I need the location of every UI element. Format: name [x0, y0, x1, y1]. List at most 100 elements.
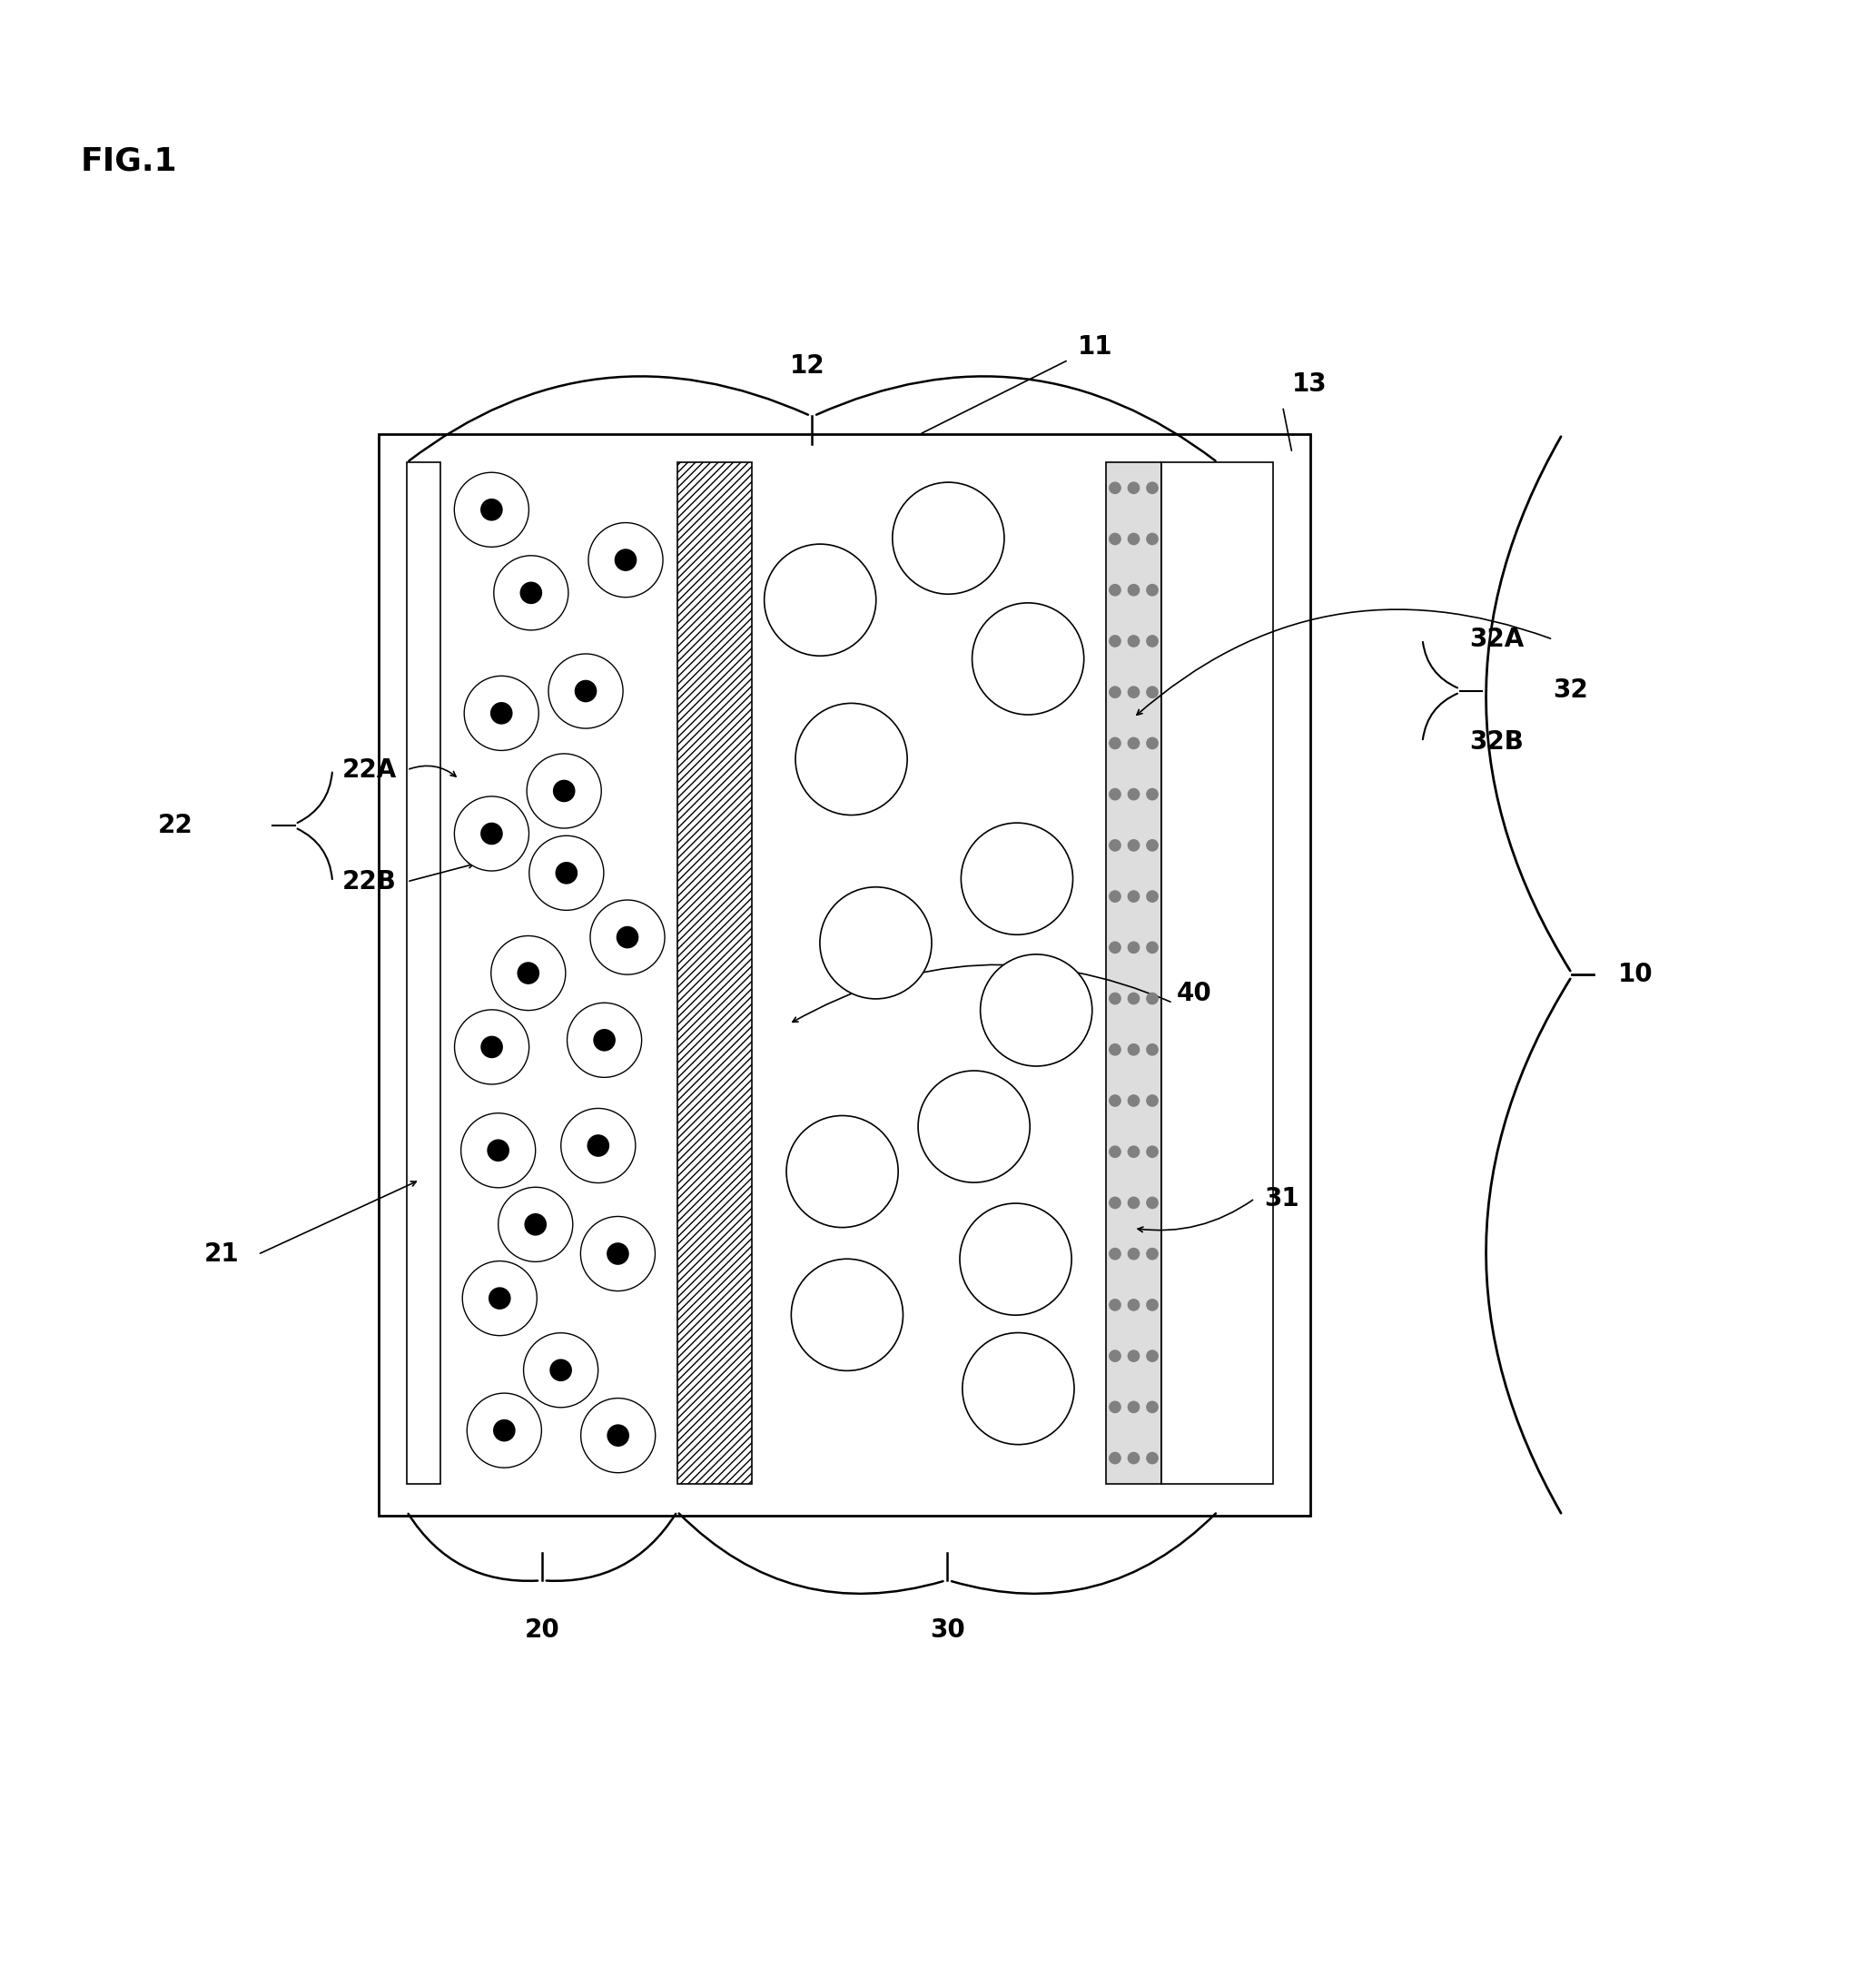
Circle shape [1109, 483, 1120, 493]
Circle shape [1109, 942, 1120, 954]
Circle shape [1109, 890, 1120, 902]
Circle shape [1109, 584, 1120, 596]
Circle shape [1146, 1248, 1157, 1260]
Circle shape [480, 499, 503, 521]
Circle shape [488, 1139, 510, 1162]
Circle shape [1109, 636, 1120, 646]
Circle shape [555, 862, 578, 884]
Circle shape [1127, 841, 1139, 850]
Circle shape [1146, 890, 1157, 902]
Circle shape [1109, 994, 1120, 1003]
Circle shape [480, 823, 503, 844]
Circle shape [1146, 1401, 1157, 1413]
Circle shape [499, 1186, 572, 1262]
Circle shape [1127, 688, 1139, 697]
Circle shape [917, 1071, 1030, 1182]
Circle shape [493, 556, 568, 630]
Text: 11: 11 [1077, 334, 1112, 360]
Circle shape [1109, 1146, 1120, 1156]
Circle shape [1109, 1248, 1120, 1260]
Circle shape [561, 1109, 636, 1182]
Circle shape [467, 1393, 542, 1468]
Circle shape [582, 1399, 655, 1472]
Circle shape [1146, 584, 1157, 596]
Circle shape [1127, 1248, 1139, 1260]
Circle shape [1146, 1043, 1157, 1055]
Bar [379, 435, 1311, 1516]
Text: 22: 22 [158, 813, 193, 839]
Circle shape [1109, 1401, 1120, 1413]
Circle shape [1146, 789, 1157, 801]
Circle shape [1127, 1146, 1139, 1156]
Circle shape [1109, 1198, 1120, 1208]
Circle shape [492, 936, 565, 1009]
Circle shape [1127, 483, 1139, 493]
Bar [1161, 463, 1274, 1484]
Circle shape [1127, 994, 1139, 1003]
Circle shape [1146, 1452, 1157, 1464]
Circle shape [553, 779, 576, 803]
Circle shape [981, 954, 1092, 1067]
Circle shape [1127, 1198, 1139, 1208]
Circle shape [792, 1260, 902, 1371]
Circle shape [461, 1113, 535, 1188]
Circle shape [548, 654, 623, 729]
Text: 32A: 32A [1469, 626, 1523, 652]
Circle shape [488, 1288, 510, 1309]
Text: 20: 20 [525, 1617, 559, 1643]
Circle shape [454, 1009, 529, 1085]
Circle shape [962, 1333, 1075, 1445]
Circle shape [523, 1333, 598, 1407]
Circle shape [1127, 1351, 1139, 1361]
Bar [1105, 463, 1161, 1484]
Circle shape [1127, 1299, 1139, 1311]
Text: 31: 31 [1264, 1186, 1300, 1212]
Circle shape [1127, 636, 1139, 646]
Circle shape [1146, 1146, 1157, 1156]
Circle shape [1127, 789, 1139, 801]
Circle shape [567, 1003, 642, 1077]
Circle shape [529, 837, 604, 910]
Text: 10: 10 [1619, 962, 1653, 988]
Circle shape [1109, 533, 1120, 544]
Circle shape [820, 886, 932, 999]
Circle shape [795, 703, 908, 815]
Circle shape [550, 1359, 572, 1381]
Circle shape [1109, 841, 1120, 850]
Text: 13: 13 [1293, 372, 1326, 397]
Circle shape [1127, 942, 1139, 954]
Circle shape [1127, 1452, 1139, 1464]
Text: 12: 12 [790, 354, 825, 378]
Circle shape [1146, 994, 1157, 1003]
Circle shape [454, 797, 529, 870]
Circle shape [1146, 1299, 1157, 1311]
Circle shape [461, 1262, 537, 1335]
Circle shape [1109, 1095, 1120, 1107]
Circle shape [527, 753, 602, 829]
Circle shape [1146, 942, 1157, 954]
Text: 21: 21 [204, 1242, 240, 1268]
Circle shape [574, 680, 597, 701]
Circle shape [454, 473, 529, 546]
Circle shape [1146, 688, 1157, 697]
Circle shape [1109, 789, 1120, 801]
Circle shape [972, 602, 1084, 715]
Circle shape [463, 676, 538, 751]
Circle shape [490, 701, 512, 725]
Circle shape [893, 483, 1004, 594]
Circle shape [1109, 1299, 1120, 1311]
Circle shape [1146, 1351, 1157, 1361]
Circle shape [523, 1214, 546, 1236]
Circle shape [1146, 636, 1157, 646]
Text: 32B: 32B [1469, 729, 1523, 755]
Circle shape [1146, 533, 1157, 544]
Text: 32: 32 [1553, 678, 1589, 703]
Circle shape [1109, 1043, 1120, 1055]
Circle shape [1146, 1198, 1157, 1208]
Circle shape [518, 962, 540, 984]
Circle shape [1127, 890, 1139, 902]
Circle shape [1109, 1452, 1120, 1464]
Text: 22B: 22B [341, 868, 396, 894]
Text: FIG.1: FIG.1 [81, 145, 178, 177]
Circle shape [764, 544, 876, 656]
